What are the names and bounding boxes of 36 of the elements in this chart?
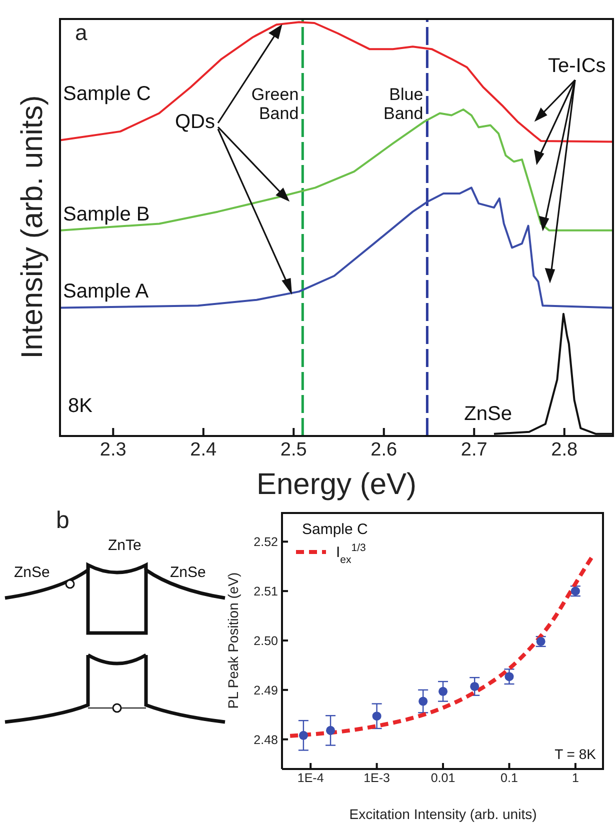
x-tick-label: 2.7 xyxy=(460,439,488,460)
text: ZnTe xyxy=(108,537,142,554)
x-tick-label: 0.01 xyxy=(430,770,456,785)
y-tick-label: 2.48 xyxy=(254,732,278,747)
x-tick-label: 0.1 xyxy=(500,770,518,785)
x-tick-label: 1E-3 xyxy=(364,770,390,785)
y-tick-label: 2.52 xyxy=(254,535,278,550)
chart-title: a xyxy=(75,20,88,45)
series-label: Sample A xyxy=(63,280,150,303)
x-tick-label: 2.4 xyxy=(190,439,218,460)
x-tick-label: 1 xyxy=(572,770,579,785)
x-axis-title: Excitation Intensity (arb. units) xyxy=(349,806,537,822)
y-tick-label: 2.51 xyxy=(254,584,278,599)
y-axis-title: Intensity (arb. units) xyxy=(16,95,49,359)
annotation: 8K xyxy=(68,395,94,417)
y-axis-title: PL Peak Position (eV) xyxy=(225,572,241,709)
series-label: Sample B xyxy=(63,203,150,226)
text: b xyxy=(56,507,70,534)
x-axis-title: Energy (eV) xyxy=(256,468,417,501)
ref-line-label: Green Band xyxy=(251,85,299,123)
x-tick-label: 1E-4 xyxy=(297,770,324,785)
y-tick-label: 2.50 xyxy=(254,634,278,648)
annotation: T = 8K xyxy=(554,746,597,762)
x-tick-label: 2.8 xyxy=(551,439,578,460)
annotation: QDs xyxy=(175,111,215,133)
x-tick-label: 2.6 xyxy=(370,439,398,460)
x-tick-label: 2.3 xyxy=(100,439,126,460)
text: ZnSe xyxy=(14,564,50,581)
annotation: Te-ICs xyxy=(548,55,606,77)
ref-line-label: Blue Band xyxy=(383,85,424,123)
y-tick-label: 2.49 xyxy=(254,683,278,698)
series-label: ZnSe xyxy=(464,402,512,425)
x-tick-label: 2.5 xyxy=(280,439,307,460)
text: ZnSe xyxy=(170,564,206,581)
legend-title: Sample C xyxy=(302,521,368,538)
series-label: Sample C xyxy=(63,83,151,106)
